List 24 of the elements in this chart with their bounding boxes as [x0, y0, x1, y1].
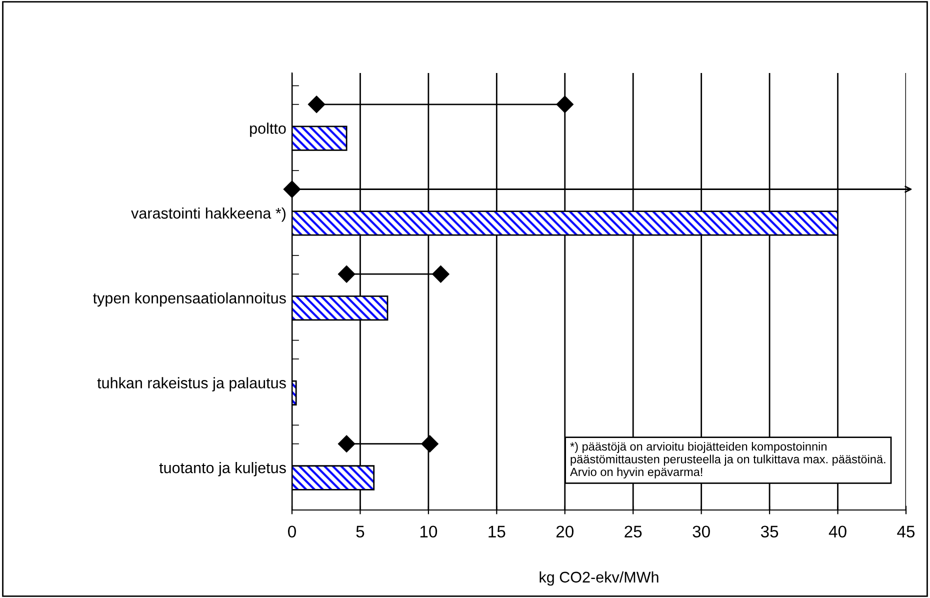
point: [338, 435, 356, 452]
x-tick-label: 45: [897, 526, 915, 538]
x-tick-label: 0: [288, 526, 296, 538]
y-tick-label: varastointi hakkeena *): [131, 207, 286, 222]
point: [338, 266, 356, 283]
x-tick-label: 25: [624, 526, 642, 538]
x-tick-label: 30: [692, 526, 710, 538]
x-tick-label: 10: [420, 526, 438, 538]
x-tick-label: 40: [828, 526, 846, 538]
point: [432, 266, 450, 283]
y-tick-label: poltto: [250, 122, 286, 137]
x-axis-title: kg CO2-ekv/MWh: [540, 571, 658, 586]
y-tick-label: tuhkan rakeistus ja palautus: [97, 377, 286, 392]
point: [308, 96, 326, 113]
y-tick-label: tuotanto ja kuljetus: [159, 462, 286, 476]
x-tick-label: 15: [488, 526, 506, 538]
x-tick-label: 20: [556, 526, 574, 538]
x-tick-label: 5: [356, 526, 364, 538]
point: [283, 180, 301, 198]
annotation: *) päästöjä on arvioitu biojätteiden kompostoinnin päästömittausten perusteella ja on tulkittava max. päästöinä. Arvio on hyvin epävarma!: [570, 442, 886, 478]
point: [421, 435, 438, 452]
y-tick-label: typen konpensaatiolannoitus: [93, 292, 286, 307]
x-tick-label: 35: [760, 526, 778, 538]
point: [556, 96, 574, 113]
